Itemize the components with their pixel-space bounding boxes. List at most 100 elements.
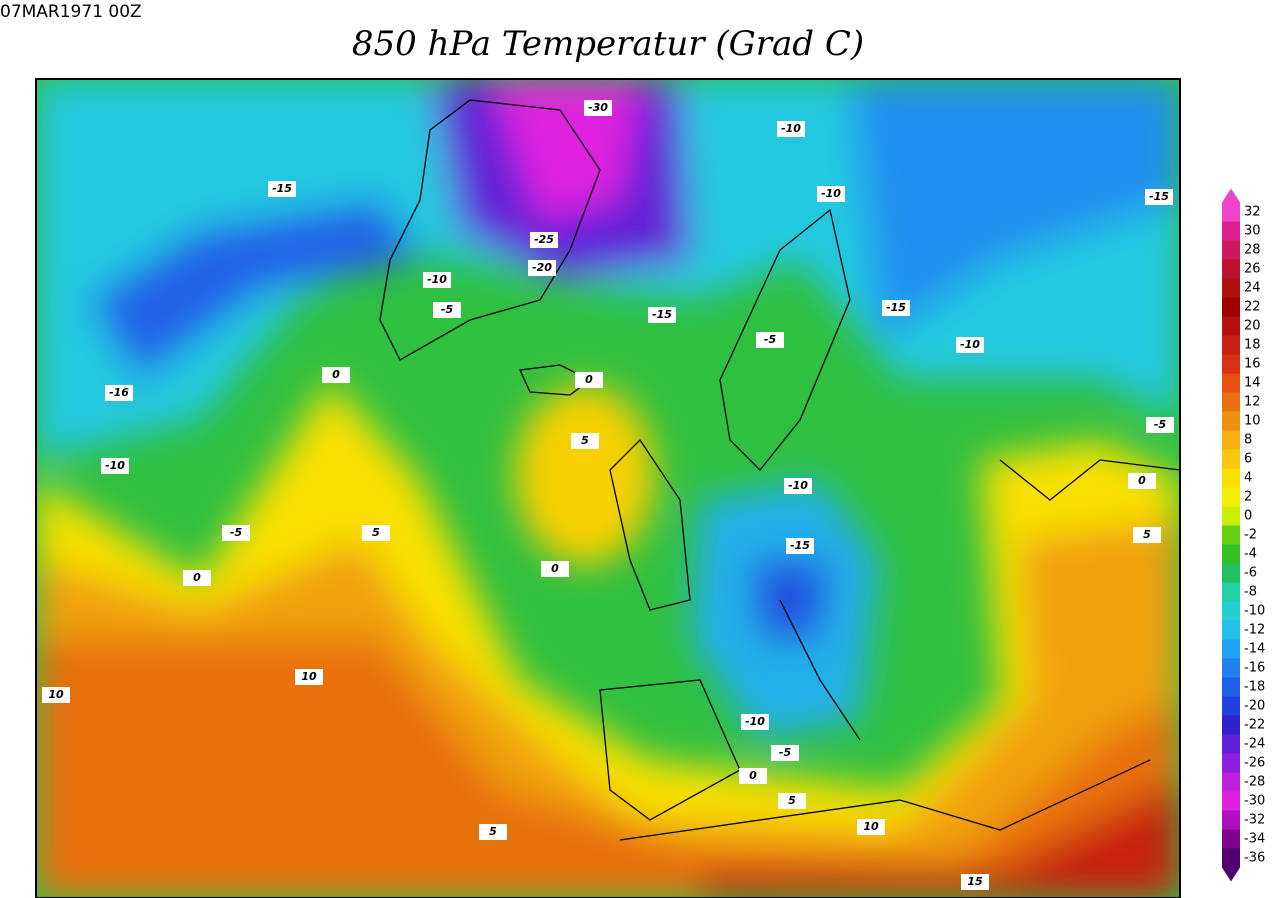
- colorbar-label: -4: [1244, 547, 1257, 562]
- contour-label-box: [784, 478, 812, 494]
- contour-label: 5: [489, 825, 497, 838]
- contour-label-box: [1133, 527, 1161, 543]
- colorbar-swatch: [1222, 658, 1240, 678]
- contour-label-box: [1128, 473, 1156, 489]
- colorbar-label: 22: [1244, 300, 1261, 315]
- map-frame: [35, 78, 1181, 898]
- contour-label-box: [857, 819, 885, 835]
- contour-label-box: [739, 768, 767, 784]
- contour-label: 5: [1143, 528, 1151, 541]
- contour-label: 5: [372, 526, 380, 539]
- colorbar-swatch: [1222, 753, 1240, 773]
- contour-label: 5: [581, 434, 589, 447]
- contour-label-box: [101, 458, 129, 474]
- colorbar-label: -12: [1244, 623, 1265, 638]
- contour-label-box: [817, 186, 845, 202]
- contour-label-box: [584, 100, 612, 116]
- contour-label-box: [268, 181, 296, 197]
- contour-label-box: [222, 525, 250, 541]
- colorbar-label: 26: [1244, 262, 1261, 277]
- colorbar-swatch: [1222, 335, 1240, 355]
- contour-label-box: [530, 232, 558, 248]
- colorbar-label: -34: [1244, 832, 1265, 847]
- contour-label-box: [956, 337, 984, 353]
- contour-label: -15: [272, 182, 292, 195]
- contour-label: 15: [967, 875, 983, 888]
- contour-label: -5: [230, 526, 243, 539]
- colorbar-swatch: [1222, 715, 1240, 735]
- colorbar-swatch: [1222, 297, 1240, 317]
- colorbar-swatch: [1222, 639, 1240, 659]
- contour-label: -20: [532, 261, 552, 274]
- colorbar-label: 4: [1244, 471, 1252, 486]
- contour-label: -15: [790, 539, 810, 552]
- contour-label-box: [362, 525, 390, 541]
- contour-label: -5: [441, 303, 454, 316]
- colorbar-label: -36: [1244, 851, 1265, 866]
- contour-label-box: [756, 332, 784, 348]
- colorbar-label: -24: [1244, 737, 1265, 752]
- colorbar-label: -2: [1244, 528, 1257, 543]
- contour-label-box: [433, 302, 461, 318]
- colorbar-label: 28: [1244, 243, 1261, 258]
- colorbar-label: 18: [1244, 338, 1261, 353]
- colorbar-swatch: [1222, 411, 1240, 431]
- contour-label: 0: [551, 562, 559, 575]
- colorbar-swatch: [1222, 848, 1240, 868]
- colorbar-label: 12: [1244, 395, 1261, 410]
- colorbar-cap-bottom: [1222, 867, 1240, 882]
- contour-label-box: [183, 570, 211, 586]
- colorbar-label: 6: [1244, 452, 1252, 467]
- colorbar-label: -26: [1244, 756, 1265, 771]
- colorbar-label: -28: [1244, 775, 1265, 790]
- contour-label-box: [322, 367, 350, 383]
- contour-label-box: [771, 745, 799, 761]
- colorbar-swatch: [1222, 468, 1240, 488]
- contour-label: -15: [1149, 190, 1169, 203]
- colorbar-swatch: [1222, 278, 1240, 298]
- colorbar-swatch: [1222, 582, 1240, 602]
- colorbar-label: 2: [1244, 490, 1252, 505]
- contour-label-box: [295, 669, 323, 685]
- colorbar-swatch: [1222, 449, 1240, 469]
- contour-label: 0: [749, 769, 757, 782]
- contour-label-box: [741, 714, 769, 730]
- contour-label: -10: [781, 122, 801, 135]
- contour-label-box: [575, 372, 603, 388]
- contour-label: 10: [301, 670, 317, 683]
- colorbar-label: 0: [1244, 509, 1252, 524]
- colorbar-label: 16: [1244, 357, 1261, 372]
- colorbar-swatch: [1222, 316, 1240, 336]
- colorbar-swatch: [1222, 525, 1240, 545]
- contour-label-box: [105, 385, 133, 401]
- contour-label: 0: [332, 368, 340, 381]
- contour-label: 5: [788, 794, 796, 807]
- colorbar-label: -32: [1244, 813, 1265, 828]
- contour-label-box: [961, 874, 989, 890]
- contour-label: -15: [886, 301, 906, 314]
- colorbar-label: 30: [1244, 224, 1261, 239]
- contour-label: -10: [745, 715, 765, 728]
- colorbar-label: 32: [1244, 205, 1261, 220]
- colorbar-label: 10: [1244, 414, 1261, 429]
- colorbar-swatch: [1222, 696, 1240, 716]
- colorbar-swatch: [1222, 791, 1240, 811]
- colorbar-swatch: [1222, 392, 1240, 412]
- colorbar-swatch: [1222, 221, 1240, 241]
- colorbar-swatch: [1222, 506, 1240, 526]
- colorbar-swatch: [1222, 563, 1240, 583]
- colorbar-label: -8: [1244, 585, 1257, 600]
- colorbar-swatch: [1222, 240, 1240, 260]
- contour-label: -10: [427, 273, 447, 286]
- colorbar-label: -16: [1244, 661, 1265, 676]
- contour-label: -5: [779, 746, 792, 759]
- colorbar-label: -30: [1244, 794, 1265, 809]
- colorbar-swatch: [1222, 772, 1240, 792]
- contour-label-box: [778, 793, 806, 809]
- contour-label-box: [777, 121, 805, 137]
- colorbar: 32302826242220181614121086420-2-4-6-8-10…: [1222, 188, 1265, 882]
- contour-label: -5: [1154, 418, 1167, 431]
- contour-label: 10: [863, 820, 879, 833]
- colorbar-label: 8: [1244, 433, 1252, 448]
